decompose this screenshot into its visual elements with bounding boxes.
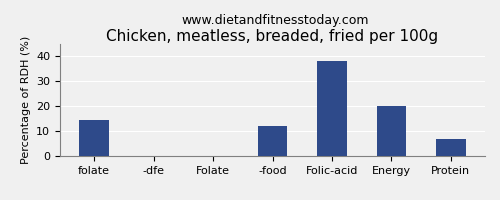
Text: www.dietandfitnesstoday.com: www.dietandfitnesstoday.com — [181, 14, 369, 27]
Bar — [258, 126, 288, 156]
Bar — [436, 139, 466, 156]
Bar — [80, 120, 109, 156]
Y-axis label: Percentage of RDH (%): Percentage of RDH (%) — [20, 36, 30, 164]
Title: Chicken, meatless, breaded, fried per 100g: Chicken, meatless, breaded, fried per 10… — [106, 29, 438, 44]
Bar — [317, 61, 347, 156]
Bar — [376, 106, 406, 156]
